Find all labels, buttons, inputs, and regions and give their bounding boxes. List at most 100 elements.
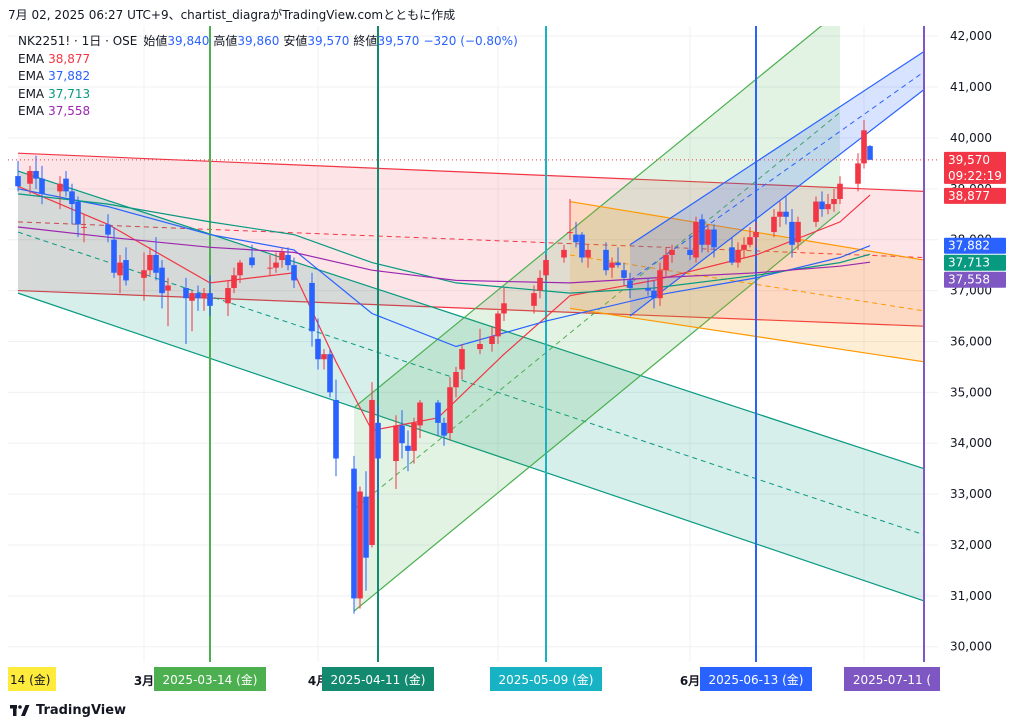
indicator-row-1[interactable]: EMA 38,877: [18, 51, 518, 69]
candle[interactable]: [585, 244, 591, 268]
candle[interactable]: [573, 221, 579, 248]
candle[interactable]: [405, 430, 411, 472]
candle[interactable]: [657, 262, 663, 306]
candle[interactable]: [231, 267, 237, 294]
candle[interactable]: [309, 272, 315, 347]
price-label-ema1[interactable]: 38,877: [944, 187, 1006, 204]
candle[interactable]: [81, 214, 87, 243]
indicator-row-3[interactable]: EMA 37,713: [18, 86, 518, 104]
candle[interactable]: [603, 242, 609, 276]
candle[interactable]: [867, 145, 873, 160]
candle[interactable]: [705, 224, 711, 253]
candle[interactable]: [333, 379, 339, 477]
candle[interactable]: [747, 226, 753, 248]
channel-upper-line[interactable]: [629, 50, 925, 246]
candle[interactable]: [375, 405, 381, 500]
candle[interactable]: [495, 310, 501, 344]
candle[interactable]: [225, 280, 231, 317]
channel-lower-line[interactable]: [353, 211, 841, 612]
candle[interactable]: [207, 275, 213, 317]
candle[interactable]: [561, 244, 567, 263]
candle[interactable]: [141, 252, 147, 301]
candle[interactable]: [291, 257, 297, 289]
candle[interactable]: [615, 247, 621, 268]
candle[interactable]: [183, 277, 189, 344]
candle[interactable]: [453, 366, 459, 398]
candle[interactable]: [543, 254, 549, 281]
candle[interactable]: [279, 247, 285, 268]
symbol-label[interactable]: NK2251! · 1日 · OSE: [18, 34, 138, 48]
channel-lower-line[interactable]: [17, 289, 925, 327]
candle[interactable]: [651, 280, 657, 309]
candle[interactable]: [795, 216, 801, 250]
candle[interactable]: [327, 349, 333, 398]
price-label-ema4[interactable]: 37,558: [944, 271, 1006, 288]
candle[interactable]: [441, 417, 447, 446]
candle[interactable]: [147, 247, 153, 276]
candle[interactable]: [489, 326, 495, 352]
candle[interactable]: [777, 201, 783, 227]
candle[interactable]: [693, 216, 699, 263]
price-label-ema2[interactable]: 37,882: [944, 237, 1006, 254]
candle[interactable]: [783, 196, 789, 225]
candle[interactable]: [57, 176, 63, 210]
candle[interactable]: [15, 160, 21, 192]
candle[interactable]: [69, 183, 75, 225]
candle[interactable]: [189, 290, 195, 332]
date-badge[interactable]: 2025-06-13 (金): [700, 667, 812, 691]
candle[interactable]: [123, 247, 129, 286]
candle[interactable]: [435, 399, 441, 436]
channel-upper-line[interactable]: [17, 170, 925, 470]
candle[interactable]: [285, 247, 291, 271]
candle[interactable]: [63, 171, 69, 197]
candle[interactable]: [273, 252, 279, 273]
candle[interactable]: [393, 415, 399, 490]
candle[interactable]: [837, 176, 843, 205]
candle[interactable]: [417, 399, 423, 439]
candle[interactable]: [75, 196, 81, 238]
candle[interactable]: [579, 232, 585, 263]
candle[interactable]: [771, 209, 777, 238]
channel-upper-line[interactable]: [353, 11, 840, 409]
candle[interactable]: [729, 237, 735, 266]
candle[interactable]: [153, 237, 159, 281]
indicator-row-2[interactable]: EMA 37,882: [18, 68, 518, 86]
candle[interactable]: [27, 165, 33, 194]
candle[interactable]: [105, 214, 111, 243]
candle[interactable]: [351, 455, 357, 614]
date-badge[interactable]: 2025-04-11 (金): [322, 667, 434, 691]
candle[interactable]: [813, 196, 819, 227]
candle[interactable]: [201, 288, 207, 311]
candle[interactable]: [753, 221, 759, 248]
candle[interactable]: [741, 237, 747, 258]
candle[interactable]: [447, 377, 453, 441]
price-label-last[interactable]: 39,570 09:22:19: [944, 151, 1006, 184]
candle[interactable]: [669, 244, 675, 263]
tradingview-brand[interactable]: TradingView: [10, 703, 126, 718]
channel-lower-line[interactable]: [629, 89, 925, 317]
candle[interactable]: [687, 234, 693, 261]
candle[interactable]: [369, 382, 375, 548]
candle[interactable]: [663, 247, 669, 278]
candle[interactable]: [165, 277, 171, 327]
candle[interactable]: [111, 226, 117, 278]
candle[interactable]: [459, 344, 465, 380]
channel-lower-line[interactable]: [17, 292, 925, 602]
candle[interactable]: [621, 262, 627, 286]
candle[interactable]: [315, 318, 321, 370]
candle[interactable]: [825, 193, 831, 215]
candle[interactable]: [789, 209, 795, 258]
candle[interactable]: [531, 285, 537, 314]
date-badge[interactable]: 2025-03-14 (金): [154, 667, 266, 691]
candle[interactable]: [249, 244, 255, 268]
candle[interactable]: [609, 257, 615, 278]
channel-upper-line[interactable]: [569, 200, 925, 261]
date-badge-partial[interactable]: 14 (金): [8, 667, 56, 691]
candle[interactable]: [861, 120, 867, 169]
candle[interactable]: [711, 224, 717, 258]
candle[interactable]: [117, 254, 123, 294]
candle[interactable]: [831, 188, 837, 212]
candle[interactable]: [195, 285, 201, 311]
candle[interactable]: [159, 260, 165, 309]
